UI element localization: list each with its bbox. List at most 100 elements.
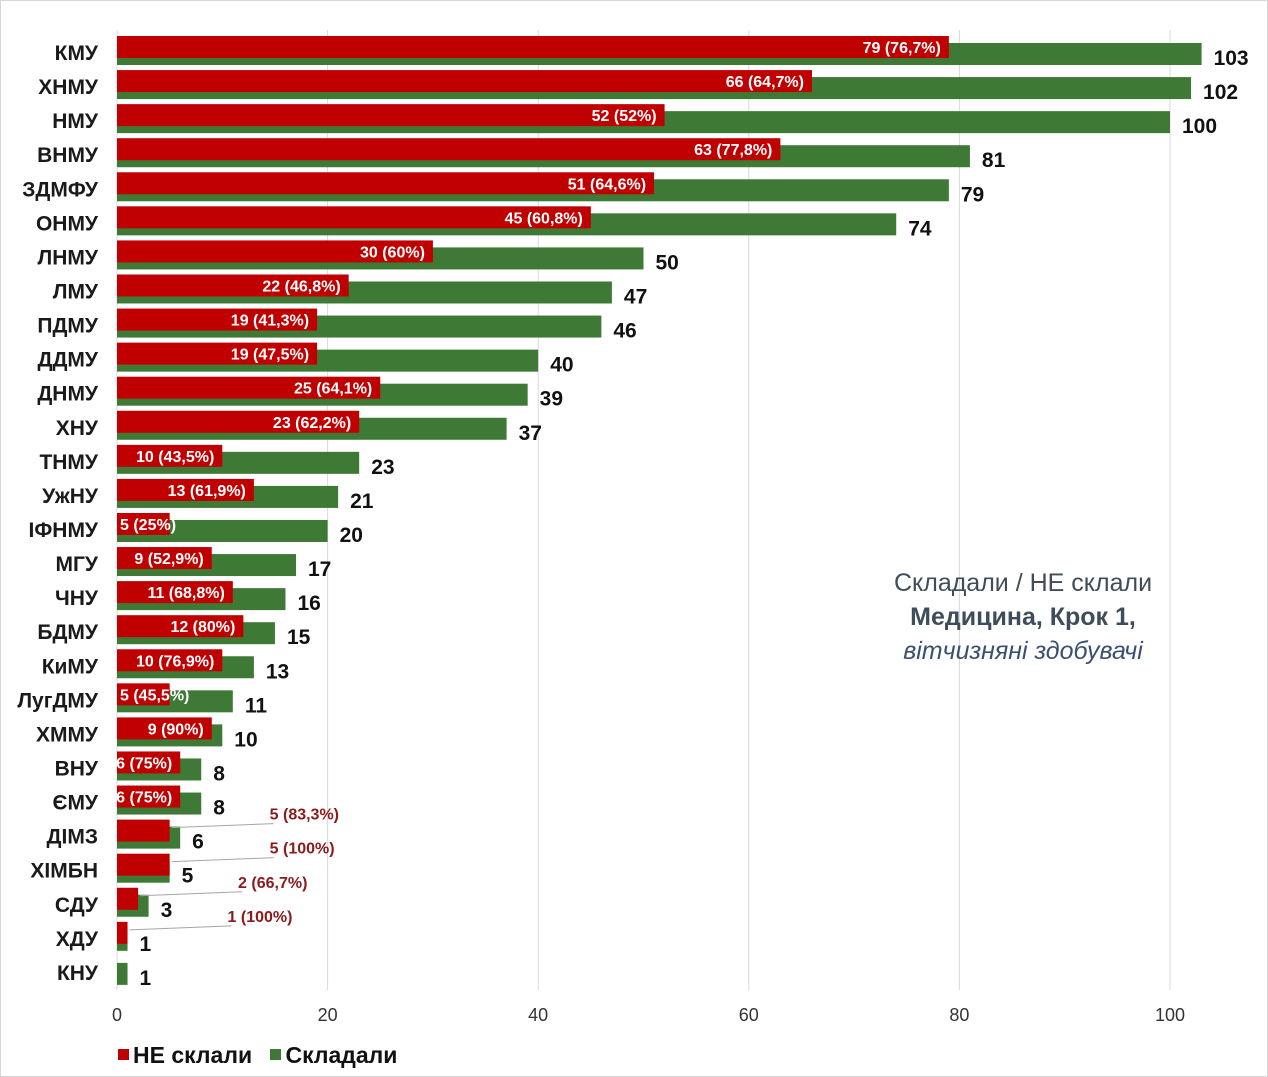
failed-label: 52 (52%) [592,108,657,125]
failed-label: 12 (80%) [170,619,235,636]
category-label: ДНМУ [37,383,99,406]
failed-label: 6 (75%) [116,755,172,772]
bar-failed [117,649,223,672]
failed-label: 13 (61,9%) [168,483,246,500]
total-label: 20 [340,524,363,547]
category-label: СДУ [55,894,99,917]
bar-failed [117,104,665,127]
bar-failed [117,444,223,467]
bar-failed [117,206,591,229]
failed-label: 5 (45,5%) [120,687,189,704]
bar-failed [117,308,318,331]
total-label: 3 [161,899,173,922]
legend-label-failed: НЕ склали [133,1042,253,1068]
bars [117,36,1202,985]
category-label: ІФНМУ [29,519,99,542]
leader-line [140,891,243,897]
bar-failed [117,717,212,740]
category-label: ДДМУ [38,349,99,372]
total-label: 47 [624,285,647,308]
failed-label: 63 (77,8%) [694,142,772,159]
category-label: ЗДМФУ [22,178,99,201]
failed-label: 10 (43,5%) [136,449,214,466]
failed-label: 45 (60,8%) [505,210,583,227]
total-label: 11 [245,694,268,717]
chart-annotation: Складали / НЕ склали Медицина, Крок 1, в… [868,566,1178,668]
category-label: ВНУ [55,757,99,780]
category-label: БДМУ [37,621,99,644]
category-label: ХІМБН [30,860,98,883]
category-label: УжНУ [42,485,99,508]
category-label: НМУ [52,110,99,133]
failed-label: 23 (62,2%) [273,415,351,432]
category-label: ЧНУ [55,587,99,610]
legend-swatch-failed [118,1049,129,1061]
axes: 0 20 40 60 80 100 КМУ ХНМУ НМУ ВНМУ ЗДМФУ ОНМУ ЛНМУ Л… [17,42,1185,1025]
bar-failed [117,478,254,501]
bar-failed [117,410,360,433]
category-label: КМУ [55,42,99,65]
total-label: 8 [213,762,225,785]
bar-failed [117,785,181,808]
failed-label: 66 (64,7%) [726,74,804,91]
total-label: 46 [613,320,636,343]
x-tick-label: 80 [949,1005,969,1025]
annotation-line-1: Складали / НЕ склали [893,569,1153,597]
total-label: 16 [297,592,320,615]
category-label: КиМУ [42,655,99,678]
total-label: 102 [1203,81,1238,104]
x-tick-label: 20 [318,1005,338,1025]
category-label: ТНМУ [39,451,98,474]
total-label: 40 [550,354,573,377]
failed-label: 10 (76,9%) [136,653,214,670]
failed-label: 5 (100%) [270,841,335,858]
failed-label: 2 (66,7%) [238,875,307,892]
leader-line [171,857,274,863]
total-label: 6 [192,831,204,854]
total-label: 13 [266,660,289,683]
category-label: ХММУ [36,723,99,746]
failed-label: 51 (64,6%) [568,176,646,193]
category-label: ХДУ [56,928,99,951]
failed-label: 5 (25%) [120,517,176,534]
legend: НЕ склали Складали [118,1042,409,1069]
legend-item-took: Складали [270,1042,397,1068]
bar-failed [117,547,212,570]
total-label: 8 [213,797,225,820]
annotation-line-3: вітчизняні здобувачі [903,637,1143,665]
bar-failed [117,581,233,604]
category-label: ХНМУ [38,76,99,99]
category-label: ЛугДМУ [17,689,99,712]
failed-label: 79 (76,7%) [863,40,941,57]
bar-failed [117,751,181,774]
category-label: ЛМУ [53,280,99,303]
bar-failed [117,342,318,365]
bar-failed [117,853,170,876]
bar-failed [117,819,170,842]
x-tick-label: 60 [739,1005,759,1025]
bar-failed [117,274,349,297]
leader-line [129,925,232,931]
total-label: 21 [350,490,374,513]
failed-label: 19 (47,5%) [231,347,309,364]
bar-failed [117,887,139,910]
bar-failed [117,376,381,399]
category-label: ВНМУ [37,144,99,167]
legend-item-failed: НЕ склали [118,1042,252,1068]
annotation-line-2: Медицина, Крок 1, [910,603,1136,631]
failed-label: 9 (52,9%) [134,551,203,568]
total-label: 103 [1214,47,1249,70]
total-label: 100 [1182,115,1217,138]
bar-failed [117,70,812,93]
total-label: 15 [287,626,311,649]
bar-failed [117,240,433,263]
total-label: 74 [908,217,932,240]
total-label: 1 [140,933,152,956]
total-label: 39 [540,388,563,411]
failed-label: 1 (100%) [228,909,293,926]
total-label: 23 [371,456,394,479]
failed-label: 11 (68,8%) [147,585,224,602]
category-label: ЛНМУ [38,246,99,269]
x-tick-label: 0 [112,1005,122,1025]
